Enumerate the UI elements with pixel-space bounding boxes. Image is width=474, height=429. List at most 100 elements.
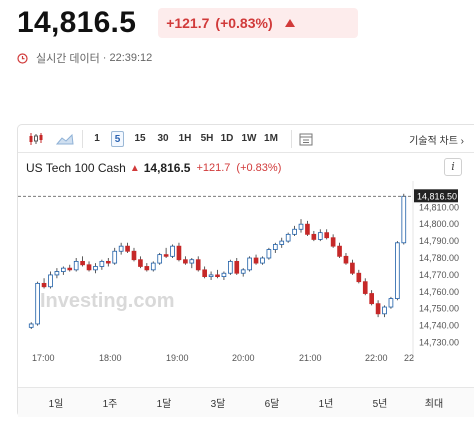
- candle-down: [131, 250, 137, 261]
- chart-last-price: 14,816.5: [143, 161, 191, 175]
- candle-down: [324, 232, 330, 239]
- candle-up: [382, 306, 387, 315]
- y-tick-label: 14,760.00: [419, 287, 459, 297]
- candle-up: [99, 260, 105, 267]
- separator: ·: [102, 52, 107, 64]
- candle-up: [266, 249, 272, 259]
- candle-down: [311, 233, 317, 240]
- candle-down: [305, 223, 310, 235]
- mountain-chart-icon[interactable]: [56, 133, 74, 145]
- candle-up: [285, 233, 291, 242]
- candlestick-icon[interactable]: [28, 132, 44, 146]
- interval-1[interactable]: 1: [94, 133, 100, 144]
- chart-widget: 1 5 15 30 1H 5H 1D 1W 1M 기술적 차트 › US Tec…: [17, 124, 474, 417]
- candle-up: [228, 260, 233, 274]
- candle-down: [375, 303, 381, 315]
- interval-15[interactable]: 15: [134, 133, 146, 144]
- candle-down: [138, 259, 143, 267]
- period-1m[interactable]: 1달: [156, 399, 172, 410]
- candle-up: [292, 228, 297, 235]
- candle-up: [28, 323, 34, 328]
- candle-up: [272, 244, 278, 250]
- candle-down: [202, 269, 207, 278]
- interval-1h[interactable]: 1H: [178, 133, 192, 144]
- price-chart[interactable]: Investing.com 14,730.00 14,740.00 14,750.00…: [18, 181, 474, 387]
- candle-up: [388, 298, 394, 308]
- last-price-tag-label: 14,816.50: [417, 191, 457, 201]
- advanced-chart-link[interactable]: 기술적 차트 ›: [409, 136, 464, 147]
- candle-down: [337, 245, 342, 257]
- candle-down: [350, 262, 355, 274]
- candle-down: [234, 260, 240, 274]
- candle-up: [279, 240, 285, 245]
- candle-up: [118, 245, 124, 252]
- realtime-label: 실시간 데이터: [36, 53, 100, 65]
- up-arrow-icon: ▲: [129, 162, 140, 174]
- candle-down: [176, 245, 182, 261]
- candle-down: [125, 245, 130, 252]
- y-tick-label: 14,810.00: [419, 202, 459, 212]
- period-selector: 1일 1주 1달 3달 6달 1년 5년 최대: [18, 387, 474, 417]
- candle-up: [73, 260, 79, 271]
- candle-down: [343, 255, 349, 264]
- candle-down: [362, 281, 368, 294]
- y-tick-label: 14,730.00: [419, 338, 459, 348]
- candle-down: [144, 266, 150, 271]
- interval-1m[interactable]: 1M: [264, 133, 278, 144]
- candle-down: [86, 264, 92, 271]
- candle-down: [215, 274, 220, 278]
- period-5y[interactable]: 5년: [372, 399, 388, 410]
- y-tick-label: 14,800.00: [419, 219, 459, 229]
- x-tick-label: 22: [404, 353, 414, 363]
- interval-30[interactable]: 30: [157, 133, 169, 144]
- change-percent: (+0.83%): [215, 15, 273, 31]
- period-max[interactable]: 최대: [424, 399, 444, 410]
- candle-up: [93, 266, 98, 271]
- candle-down: [330, 237, 336, 247]
- change-value: +121.7: [166, 15, 210, 31]
- candle-up: [208, 274, 214, 278]
- candle-up: [54, 271, 60, 276]
- candle-up: [247, 257, 252, 271]
- candle-up: [189, 259, 195, 264]
- info-icon[interactable]: i: [444, 158, 462, 176]
- candle-up: [298, 223, 304, 230]
- change-badge: +121.7 (+0.83%): [158, 8, 359, 38]
- candle-down: [369, 293, 374, 305]
- candle-up: [170, 245, 175, 257]
- candle-up: [395, 242, 400, 299]
- x-tick-label: 18:00: [99, 353, 122, 363]
- candle-down: [253, 257, 259, 264]
- interval-1w[interactable]: 1W: [241, 133, 257, 144]
- period-1w[interactable]: 1주: [102, 399, 118, 410]
- up-triangle-icon: [284, 19, 295, 27]
- candle-up: [157, 254, 163, 264]
- clock-icon: [17, 52, 28, 64]
- chart-title: US Tech 100 Cash ▲ 14,816.5 +121.7 (+0.8…: [26, 161, 281, 175]
- last-price: 14,816.5: [17, 6, 137, 39]
- candle-down: [195, 259, 201, 271]
- interval-5h[interactable]: 5H: [200, 133, 214, 144]
- chart-change-percent: (+0.83%): [236, 162, 282, 174]
- candle-up: [61, 267, 66, 272]
- candle-down: [105, 260, 111, 264]
- candle-up: [401, 195, 407, 244]
- chart-toolbar: 1 5 15 30 1H 5H 1D 1W 1M 기술적 차트 ›: [18, 125, 474, 153]
- investing-watermark: Investing.com: [40, 290, 174, 312]
- period-1d[interactable]: 1일: [48, 399, 64, 410]
- x-tick-label: 17:00: [32, 353, 55, 363]
- interval-5[interactable]: 5: [111, 131, 124, 147]
- period-3m[interactable]: 3달: [210, 399, 226, 410]
- instrument-name: US Tech 100 Cash: [26, 161, 126, 175]
- realtime-status: 실시간 데이터 · 22:39:12: [17, 50, 152, 66]
- candle-down: [356, 272, 362, 283]
- candle-up: [317, 232, 323, 240]
- candle-up: [35, 282, 40, 325]
- period-6m[interactable]: 6달: [264, 399, 280, 410]
- period-1y[interactable]: 1년: [318, 399, 334, 410]
- interval-1d[interactable]: 1D: [220, 133, 234, 144]
- y-tick-label: 14,790.00: [419, 236, 459, 246]
- x-tick-label: 20:00: [232, 353, 255, 363]
- x-tick-label: 19:00: [166, 353, 189, 363]
- calendar-icon[interactable]: [299, 132, 313, 146]
